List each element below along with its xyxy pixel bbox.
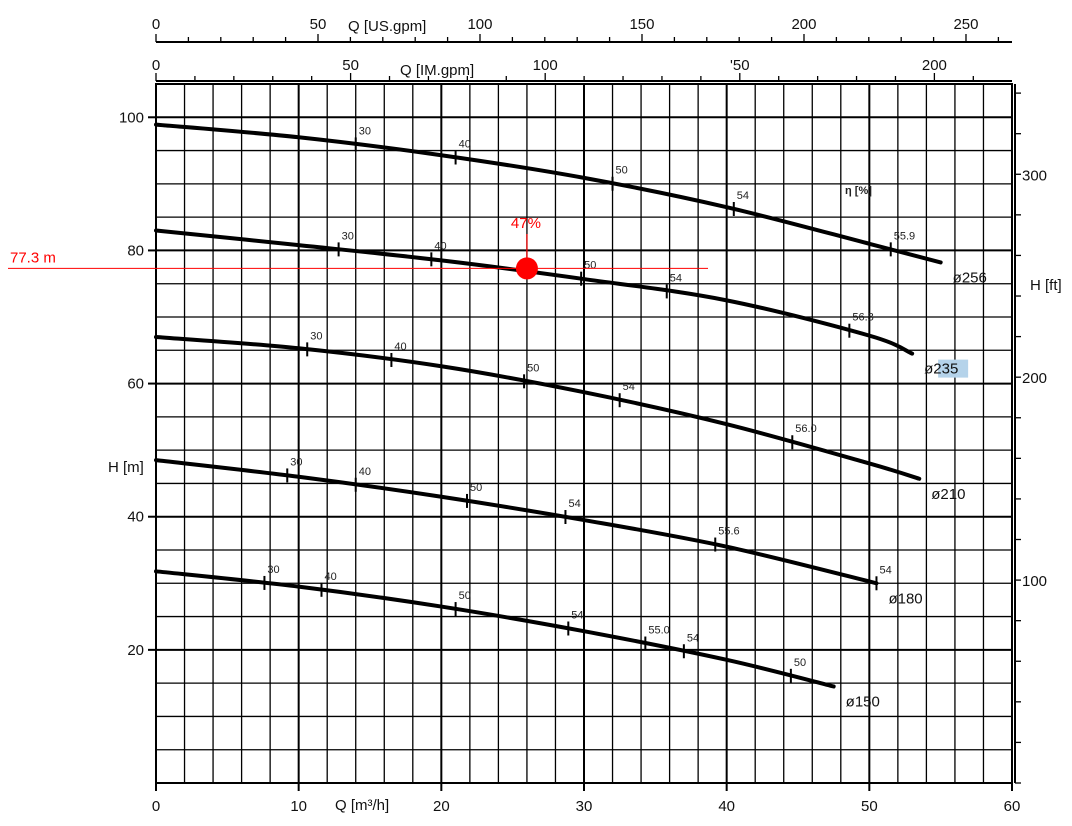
diameter-label-highlight xyxy=(938,359,969,378)
efficiency-label: 54 xyxy=(571,610,583,622)
efficiency-label: 55.0 xyxy=(648,625,669,637)
diameter-label: ø256 xyxy=(953,269,987,286)
efficiency-label: 56.8 xyxy=(852,312,873,324)
efficiency-label: 54 xyxy=(687,632,699,644)
efficiency-label: 40 xyxy=(324,571,336,583)
y-tick-label: 80 xyxy=(127,242,144,259)
operating-point-efficiency-label: 47% xyxy=(511,215,541,232)
top-axis-us-tick-label: 250 xyxy=(953,16,978,33)
x-tick-label: 0 xyxy=(152,798,160,815)
efficiency-label: 40 xyxy=(394,341,406,353)
diameter-label: ø180 xyxy=(888,590,922,607)
right-axis-tick-label: 200 xyxy=(1022,370,1047,387)
curve-3 xyxy=(154,458,879,586)
y-tick-label: 60 xyxy=(127,376,144,393)
top-axis-im-tick-label: 200 xyxy=(922,57,947,74)
diameter-label: ø150 xyxy=(846,693,880,710)
x-axis-title: Q [m³/h] xyxy=(335,797,389,814)
efficiency-label: 30 xyxy=(342,230,354,242)
operating-point-head-label: 77.3 m xyxy=(10,249,56,266)
x-tick-label: 10 xyxy=(290,798,307,815)
top-axis-im-title: Q [IM.gpm] xyxy=(400,62,474,79)
top-axis-im-tick-label: '50 xyxy=(730,57,750,74)
top-axis-us-tick-label: 150 xyxy=(629,16,654,33)
x-tick-label: 40 xyxy=(718,798,735,815)
curve-1 xyxy=(154,228,915,356)
top-axis-im-tick-label: 50 xyxy=(342,57,359,74)
top-axis-us-tick-label: 200 xyxy=(791,16,816,33)
curve-2 xyxy=(154,334,922,481)
top-axis-us-tick-label: 0 xyxy=(152,16,160,33)
x-tick-label: 30 xyxy=(576,798,593,815)
top-axis-us-title: Q [US.gpm] xyxy=(348,18,426,35)
efficiency-label: 54 xyxy=(623,381,635,393)
x-tick-label: 20 xyxy=(433,798,450,815)
efficiency-label: 56.0 xyxy=(795,423,816,435)
efficiency-label: 30 xyxy=(267,564,279,576)
efficiency-label: 50 xyxy=(459,590,471,602)
y-axis-title: H [m] xyxy=(108,459,144,476)
efficiency-label: 50 xyxy=(470,482,482,494)
y-tick-label: 40 xyxy=(127,509,144,526)
efficiency-label: 40 xyxy=(359,466,371,478)
x-tick-label: 50 xyxy=(861,798,878,815)
efficiency-label: 50 xyxy=(794,657,806,669)
efficiency-label: 55.6 xyxy=(718,526,739,538)
efficiency-label: 54 xyxy=(670,272,682,284)
efficiency-label: 30 xyxy=(310,330,322,342)
diameter-label: ø210 xyxy=(931,486,965,503)
efficiency-label: 40 xyxy=(459,138,471,150)
x-tick-label: 60 xyxy=(1004,798,1021,815)
efficiency-label: 54 xyxy=(737,190,749,202)
efficiency-axis-label: η [%] xyxy=(845,185,872,197)
efficiency-label: 50 xyxy=(616,165,628,177)
top-axis-us-tick-label: 100 xyxy=(467,16,492,33)
y-tick-label: 100 xyxy=(119,109,144,126)
efficiency-label: 30 xyxy=(290,456,302,468)
operating-point-marker xyxy=(515,257,538,280)
right-axis-tick-label: 300 xyxy=(1022,167,1047,184)
top-axis-im-tick-label: 0 xyxy=(152,57,160,74)
efficiency-label: 54 xyxy=(879,564,891,576)
curve-4 xyxy=(154,569,836,689)
efficiency-label: 54 xyxy=(568,498,580,510)
curve-0 xyxy=(154,122,943,265)
y-tick-label: 20 xyxy=(127,642,144,659)
efficiency-label: 30 xyxy=(359,125,371,137)
top-axis-im-tick-label: 100 xyxy=(533,57,558,74)
efficiency-label: 40 xyxy=(434,240,446,252)
top-axis-us-tick-label: 50 xyxy=(310,16,327,33)
right-axis-title: H [ft] xyxy=(1030,277,1062,294)
right-axis-tick-label: 100 xyxy=(1022,573,1047,590)
efficiency-label: 50 xyxy=(527,362,539,374)
diameter-label: ø235 xyxy=(924,361,958,378)
efficiency-label: 50 xyxy=(584,260,596,272)
efficiency-label: 55.9 xyxy=(894,230,915,242)
